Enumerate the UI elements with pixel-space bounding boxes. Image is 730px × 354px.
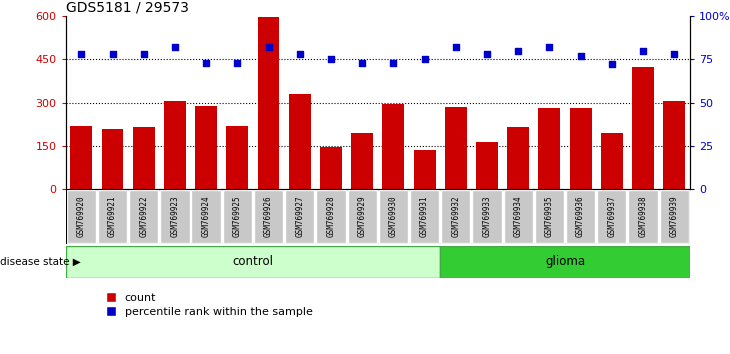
Bar — [445, 107, 466, 189]
Point — [263, 44, 274, 50]
Point — [544, 44, 556, 50]
Text: GSM769932: GSM769932 — [451, 195, 461, 236]
Bar — [476, 142, 498, 189]
Point — [169, 44, 181, 50]
Bar — [70, 126, 92, 189]
Point — [200, 60, 212, 65]
Bar — [289, 94, 311, 189]
FancyBboxPatch shape — [191, 190, 220, 243]
Text: GSM769927: GSM769927 — [295, 195, 304, 236]
Text: glioma: glioma — [545, 256, 585, 268]
Text: disease state ▶: disease state ▶ — [0, 257, 81, 267]
Text: GSM769929: GSM769929 — [358, 195, 366, 236]
Bar — [320, 148, 342, 189]
Text: GSM769935: GSM769935 — [545, 195, 554, 236]
Text: GSM769934: GSM769934 — [514, 195, 523, 236]
FancyBboxPatch shape — [66, 246, 440, 278]
FancyBboxPatch shape — [440, 246, 690, 278]
Bar — [601, 133, 623, 189]
Text: GDS5181 / 29573: GDS5181 / 29573 — [66, 1, 188, 15]
Point — [325, 56, 337, 62]
Bar — [664, 101, 685, 189]
Point — [481, 51, 493, 57]
FancyBboxPatch shape — [316, 190, 345, 243]
Bar — [101, 129, 123, 189]
FancyBboxPatch shape — [161, 190, 190, 243]
FancyBboxPatch shape — [660, 190, 689, 243]
Text: GSM769933: GSM769933 — [483, 195, 491, 236]
Point — [294, 51, 306, 57]
FancyBboxPatch shape — [597, 190, 626, 243]
Bar — [195, 105, 217, 189]
Bar — [539, 108, 561, 189]
Text: GSM769928: GSM769928 — [326, 195, 336, 236]
Bar — [569, 108, 591, 189]
Point — [575, 53, 586, 59]
FancyBboxPatch shape — [285, 190, 315, 243]
FancyBboxPatch shape — [410, 190, 439, 243]
Text: GSM769931: GSM769931 — [420, 195, 429, 236]
FancyBboxPatch shape — [629, 190, 658, 243]
Text: control: control — [232, 256, 274, 268]
Text: GSM769924: GSM769924 — [201, 195, 211, 236]
Point — [75, 51, 87, 57]
Text: GSM769925: GSM769925 — [233, 195, 242, 236]
Text: GSM769921: GSM769921 — [108, 195, 117, 236]
Text: GSM769922: GSM769922 — [139, 195, 148, 236]
Point — [419, 56, 431, 62]
FancyBboxPatch shape — [472, 190, 502, 243]
Point — [388, 60, 399, 65]
FancyBboxPatch shape — [441, 190, 470, 243]
Text: GSM769923: GSM769923 — [170, 195, 180, 236]
FancyBboxPatch shape — [535, 190, 564, 243]
FancyBboxPatch shape — [347, 190, 377, 243]
Bar — [133, 127, 155, 189]
FancyBboxPatch shape — [254, 190, 283, 243]
Bar — [632, 67, 654, 189]
Text: GSM769936: GSM769936 — [576, 195, 585, 236]
Point — [107, 51, 118, 57]
Point — [669, 51, 680, 57]
Point — [512, 48, 524, 53]
Text: GSM769926: GSM769926 — [264, 195, 273, 236]
FancyBboxPatch shape — [566, 190, 595, 243]
FancyBboxPatch shape — [223, 190, 252, 243]
Text: GSM769930: GSM769930 — [389, 195, 398, 236]
Text: GSM769937: GSM769937 — [607, 195, 616, 236]
Bar — [351, 133, 373, 189]
Text: GSM769939: GSM769939 — [669, 195, 679, 236]
FancyBboxPatch shape — [66, 190, 96, 243]
Bar — [164, 101, 186, 189]
Bar — [414, 150, 436, 189]
FancyBboxPatch shape — [504, 190, 533, 243]
Bar — [383, 104, 404, 189]
Point — [138, 51, 150, 57]
Point — [637, 48, 649, 53]
FancyBboxPatch shape — [98, 190, 127, 243]
Point — [450, 44, 461, 50]
FancyBboxPatch shape — [129, 190, 158, 243]
Text: GSM769920: GSM769920 — [77, 195, 86, 236]
Bar — [507, 127, 529, 189]
Point — [231, 60, 243, 65]
Text: GSM769938: GSM769938 — [639, 195, 648, 236]
FancyBboxPatch shape — [379, 190, 408, 243]
Legend: count, percentile rank within the sample: count, percentile rank within the sample — [102, 289, 317, 321]
Point — [606, 62, 618, 67]
Bar — [226, 126, 248, 189]
Point — [356, 60, 368, 65]
Bar — [258, 17, 280, 189]
